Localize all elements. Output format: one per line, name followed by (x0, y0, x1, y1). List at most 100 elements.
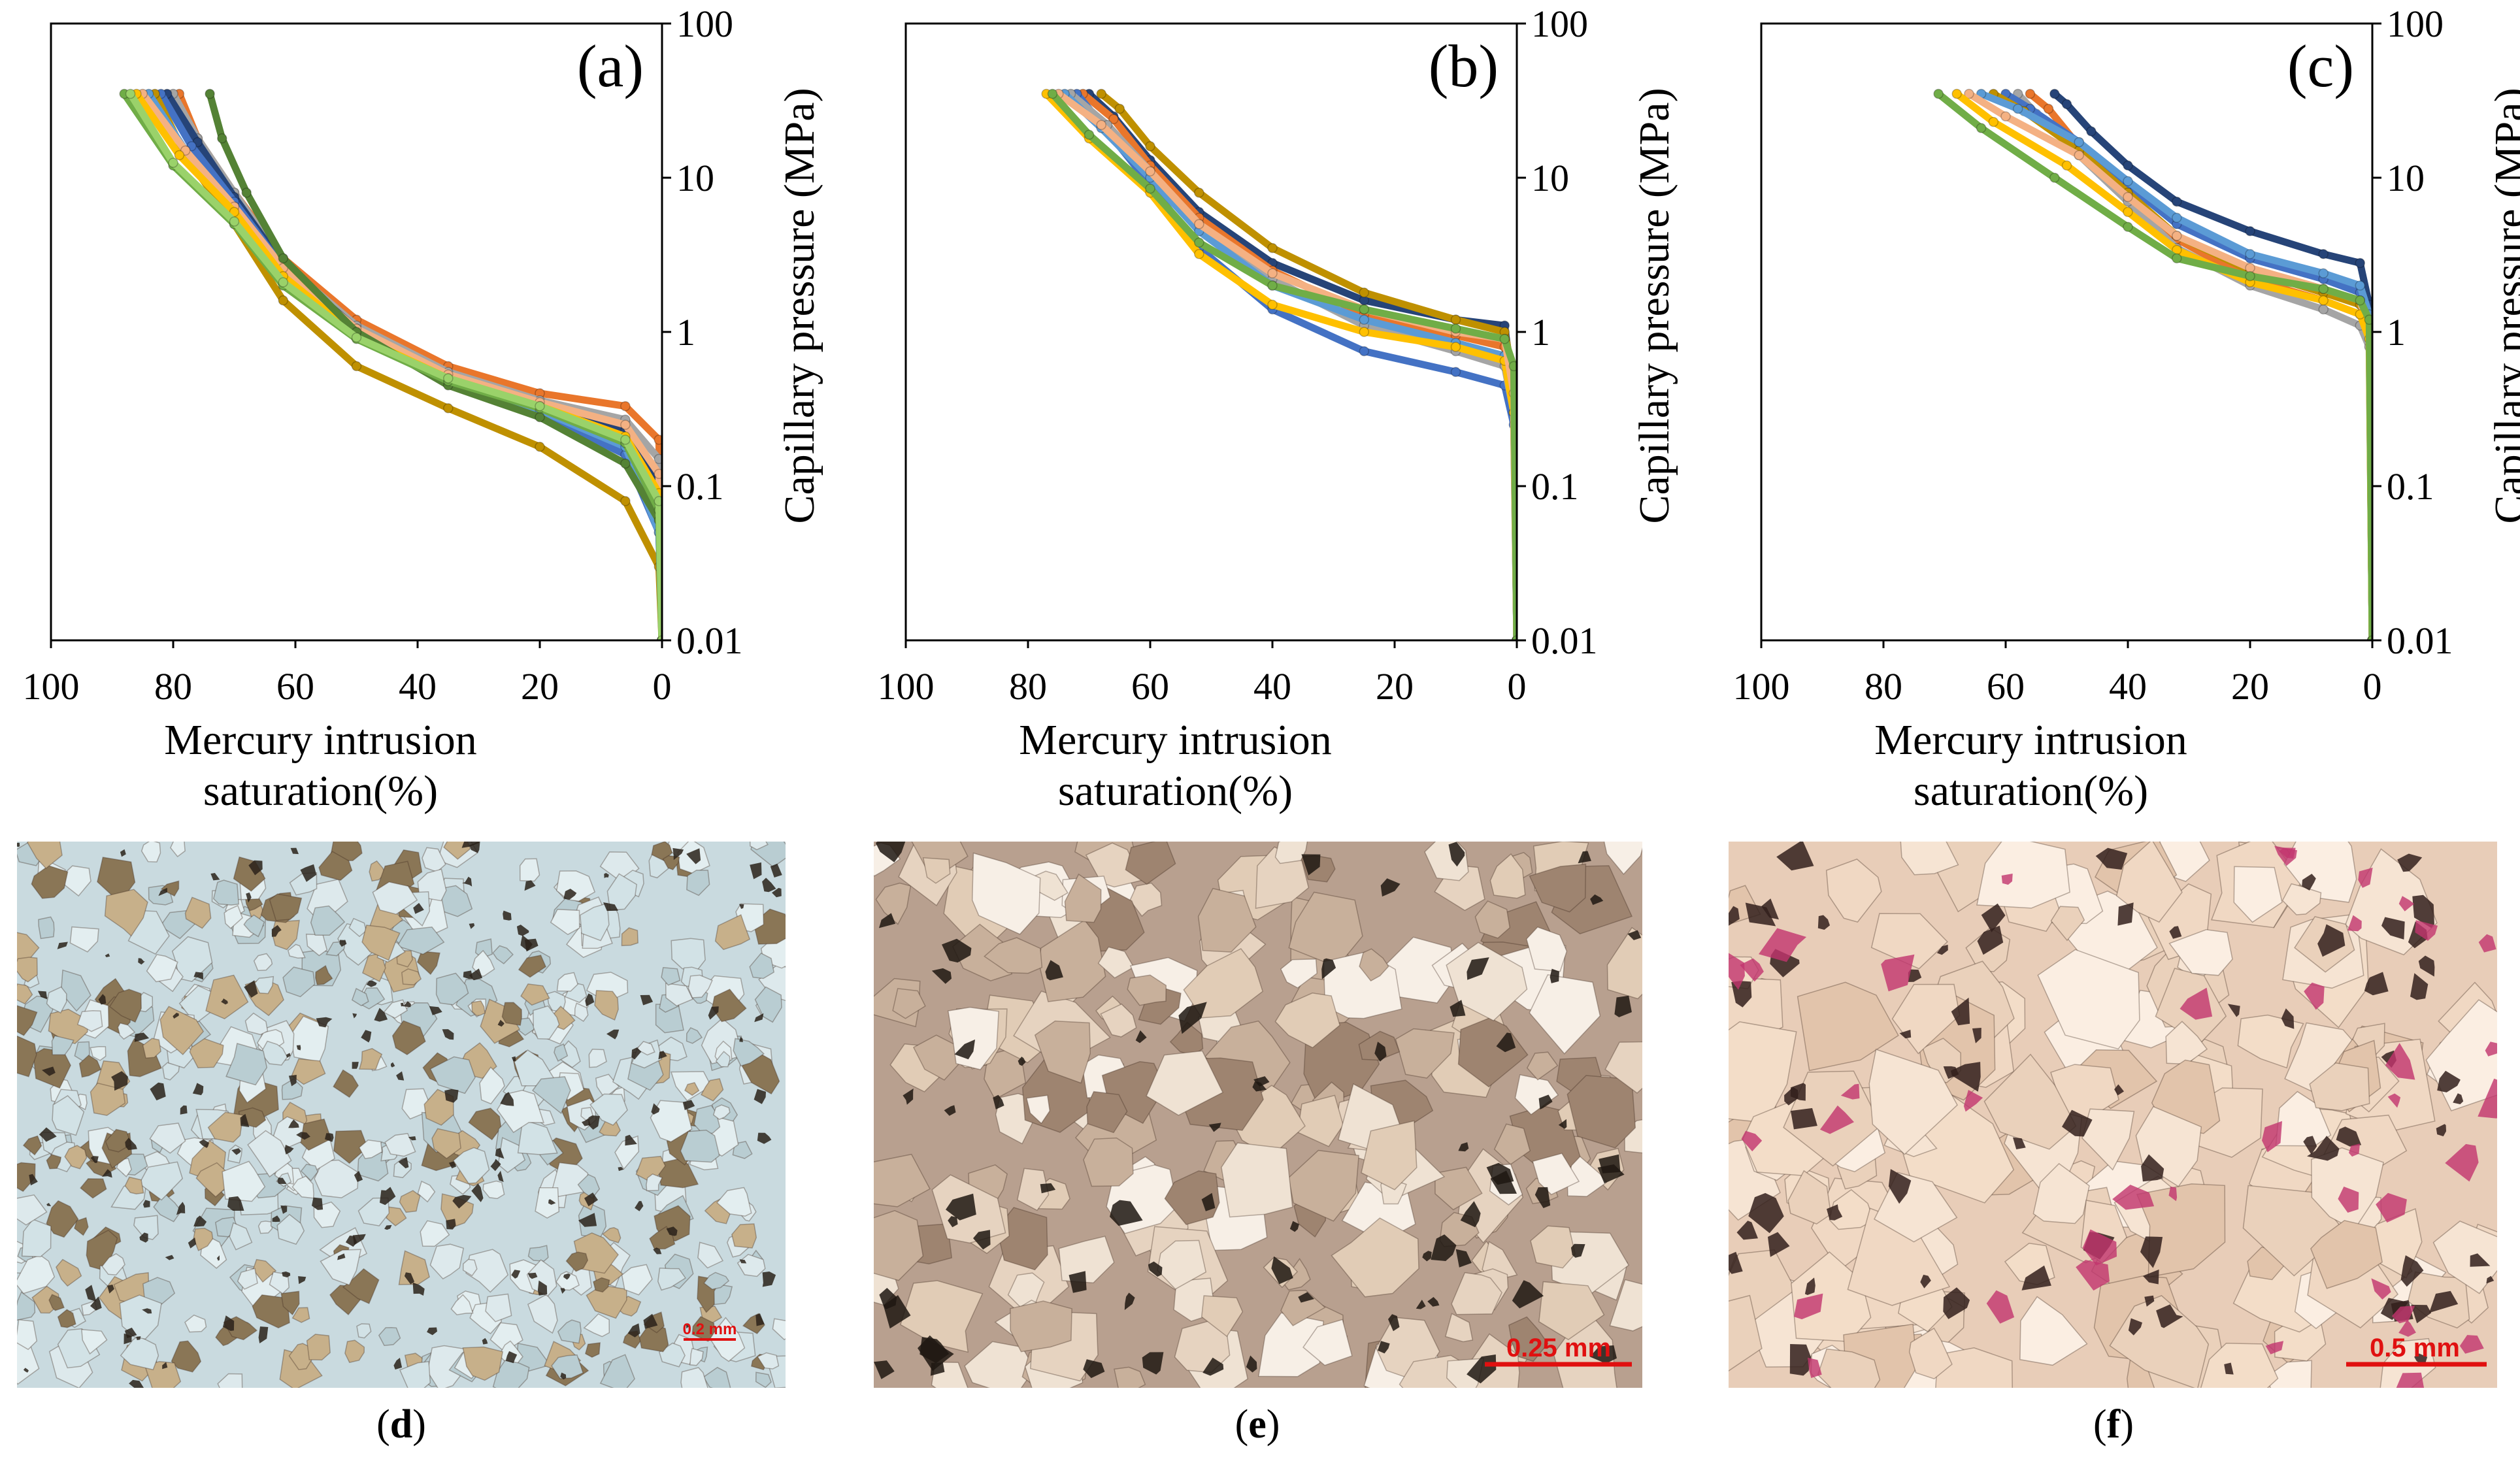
caption-e-letter: e (1248, 1402, 1267, 1447)
x-tick-label-c-1: 80 (1865, 665, 1902, 708)
data-point-c-0-7 (2086, 126, 2097, 137)
series-line-b-8 (1048, 90, 1517, 640)
x-tick-label-b-0: 100 (878, 665, 935, 708)
data-point-b-3-9 (1096, 88, 1106, 99)
series-line-c-8 (1934, 90, 2372, 640)
data-point-b-8-1 (1508, 361, 1517, 372)
x-tick-label-b-2: 60 (1131, 665, 1169, 708)
data-point-a-10-4 (443, 373, 454, 384)
data-point-b-7-7 (1145, 166, 1155, 176)
x-tick-label-a-4: 20 (521, 665, 559, 708)
data-point-a-10-2 (620, 435, 631, 445)
data-point-b-8-2 (1499, 334, 1510, 344)
data-point-c-8-3 (2318, 284, 2329, 294)
data-point-a-4-5 (351, 361, 362, 372)
data-point-c-0-3 (2318, 249, 2329, 259)
chart-b-svg: 0.01 0.1 1 10 100 Capillary pressure (MPa) 100… (878, 3, 1679, 815)
y-tick-label-c-4: 100 (2387, 3, 2444, 45)
data-point-c-5-6 (2123, 176, 2133, 187)
data-point-b-3-4 (1359, 287, 1370, 298)
data-point-c-8-5 (2172, 253, 2182, 264)
data-point-b-2-3 (1450, 367, 1461, 378)
panel-label-b: (b) (1429, 33, 1499, 99)
x-tick-label-a-1: 80 (154, 665, 192, 708)
x-tick-label-c-5: 0 (2363, 665, 2382, 708)
micrograph-f-svg: 0.5 mm (1729, 842, 2497, 1388)
x-tick-label-a-5: 0 (653, 665, 672, 708)
chart-c-svg: 0.01 0.1 1 10 100 Capillary pressure (MPa) 100… (1733, 3, 2520, 815)
y-tick-label-b-2: 1 (1531, 311, 1550, 353)
data-point-b-3-7 (1145, 141, 1155, 152)
data-point-c-6-6 (2123, 191, 2133, 203)
data-point-a-1-1 (654, 453, 662, 465)
data-point-c-5-8 (2012, 103, 2023, 114)
panel-label-c: (c) (2287, 33, 2354, 99)
micrograph-texture-f (1729, 842, 2497, 1388)
data-point-b-6-3 (1450, 342, 1461, 352)
data-point-b-5-4 (1359, 314, 1370, 325)
y-tick-label-a-3: 10 (676, 157, 714, 199)
chart-a-svg: 0.01 0.1 1 10 100 Capillary pressure (MPa) 100… (23, 3, 824, 815)
micrograph-texture-e (874, 842, 1642, 1388)
data-point-a-4-4 (443, 403, 454, 414)
data-point-a-7-8 (174, 150, 185, 161)
x-tick-label-c-4: 20 (2231, 665, 2269, 708)
data-point-a-10-6 (278, 277, 289, 287)
data-point-c-6-5 (2172, 231, 2182, 241)
data-point-b-7-5 (1267, 268, 1278, 279)
x-axis-label-line1-c: Mercury intrusion (1874, 716, 2187, 764)
plot-area-c (1933, 88, 2372, 640)
scale-bar-label-f: 0.5 mm (2370, 1334, 2460, 1362)
data-point-a-8-7 (241, 188, 252, 198)
y-axis-label-a: Capillary pressure (MPa) (776, 88, 823, 523)
data-point-b-6-5 (1267, 299, 1278, 310)
data-point-c-8-0 (2367, 635, 2372, 640)
y-tick-label-b-0: 0.01 (1531, 619, 1598, 662)
data-point-a-10-5 (351, 332, 362, 343)
data-point-a-6-2 (620, 419, 631, 430)
caption-e: (e) (1235, 1402, 1280, 1447)
y-tick-label-a-0: 0.01 (676, 619, 743, 662)
data-point-a-10-1 (654, 496, 662, 506)
data-point-c-7-6 (2123, 206, 2133, 218)
x-tick-label-a-3: 40 (399, 665, 437, 708)
y-axis-label-b: Capillary pressure (MPa) (1631, 88, 1678, 523)
data-point-c-1-9 (2025, 88, 2036, 99)
y-tick-label-b-3: 10 (1531, 157, 1569, 199)
data-point-c-7-3 (2318, 295, 2329, 306)
data-point-a-10-7 (229, 216, 240, 227)
data-point-b-1-8 (1108, 114, 1119, 125)
x-tick-label-c-0: 100 (1733, 665, 1790, 708)
data-point-c-6-8 (2000, 111, 2011, 122)
data-point-b-8-4 (1359, 304, 1370, 315)
x-axis-label-line2-b: saturation(%) (1058, 767, 1293, 815)
data-point-c-8-7 (2049, 172, 2060, 183)
micrograph-e: 0.25 mm (874, 842, 1642, 1388)
data-point-c-0-4 (2245, 226, 2255, 237)
x-tick-label-b-4: 20 (1376, 665, 1414, 708)
data-point-a-8-2 (620, 458, 631, 469)
data-point-c-0-9 (2049, 88, 2060, 99)
series-line-c-2 (2014, 90, 2372, 640)
data-point-c-0-2 (2355, 257, 2366, 269)
data-point-b-7-8 (1096, 120, 1106, 130)
caption-f-letter: f (2106, 1402, 2121, 1447)
data-point-a-0-1 (654, 435, 662, 445)
data-point-a-8-8 (217, 133, 227, 144)
data-point-b-8-5 (1267, 280, 1278, 291)
data-point-a-10-3 (535, 401, 545, 412)
data-point-c-0-8 (2061, 99, 2072, 110)
micrograph-texture-d (17, 842, 786, 1388)
data-point-a-6-1 (654, 468, 662, 480)
data-point-c-5-7 (2074, 137, 2084, 148)
x-axis-label-line1-a: Mercury intrusion (164, 716, 476, 764)
series-line-a-4 (151, 90, 662, 640)
data-point-b-8-9 (1047, 88, 1058, 99)
panel-label-a: (a) (577, 33, 644, 99)
data-point-a-8-9 (205, 88, 215, 99)
data-point-b-8-7 (1145, 183, 1155, 194)
data-point-a-4-3 (535, 442, 545, 452)
x-axis-label-line1-b: Mercury intrusion (1019, 716, 1331, 764)
data-point-c-5-3 (2318, 268, 2329, 279)
x-axis-label-line2-c: saturation(%) (1914, 767, 2148, 815)
